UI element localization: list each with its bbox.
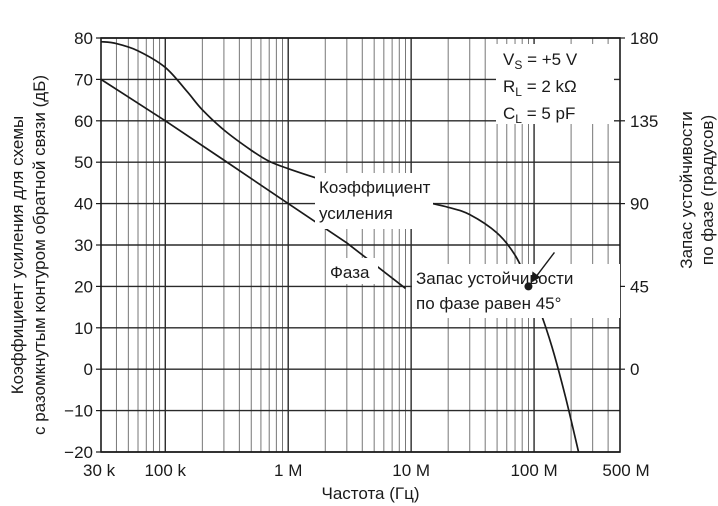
phase-margin-marker [524,251,556,291]
y2-tick-label: 135 [630,112,658,131]
gain-curve-label: Коэффициент [319,178,431,197]
x-tick-label: 1 M [274,461,302,480]
y-tick-label: 30 [74,236,93,255]
x-tick-label: 100 k [144,461,186,480]
y-axis-title-line2: с разомкнутым контуром обратной связи (д… [30,75,49,435]
x-tick-label: 30 k [83,461,116,480]
gain-curve [100,78,407,290]
gain-curve-label-line2: усиления [319,204,393,223]
x-tick-label: 100 M [510,461,557,480]
y-tick-label: 80 [74,29,93,48]
x-tick-label: 10 M [392,461,430,480]
y-tick-label: 10 [74,319,93,338]
y2-tick-label: 0 [630,360,639,379]
y2-tick-label: 90 [630,195,649,214]
y-tick-label: −10 [64,402,93,421]
phase-label-background [326,258,378,284]
y-tick-label: 0 [84,360,93,379]
y2-tick-label: 180 [630,29,658,48]
tick-labels: 80 70 60 50 40 30 20 10 0 −10 −20 180 135 90 45 0 30 k 10… [64,29,658,480]
y2-axis-title-line2: по фазе (градусов) [698,115,717,265]
phase-margin-arrowhead [531,271,541,283]
y-tick-label: 50 [74,153,93,172]
y2-tick-label: 45 [630,277,649,296]
annotations: Коэффициент усиления Фаза Запас устойчив… [315,44,620,318]
phase-margin-label: Запас устойчивости [416,269,573,288]
y-tick-label: −20 [64,443,93,462]
parameters-background [496,44,614,124]
phase-margin-point [524,282,533,291]
x-axis-title: Частота (Гц) [322,484,420,503]
gain-label-background [315,173,433,229]
phase-curve-label: Фаза [330,263,370,282]
y-tick-label: 20 [74,277,93,296]
grid [100,37,621,453]
load-capacitance-param: CL = 5 pF [503,104,575,126]
y-tick-label: 40 [74,195,93,214]
y-tick-label: 60 [74,112,93,131]
supply-voltage-param: VS = +5 V [503,50,578,72]
y2-axis-title: Запас устойчивости [677,111,696,268]
y-axis-title: Коэффициент усиления для схемы [8,116,27,395]
y-tick-label: 70 [74,70,93,89]
margin-label-background [412,264,620,318]
load-resistance-param: RL = 2 kΩ [503,77,577,99]
x-tick-label: 500 M [602,461,649,480]
phase-margin-label-line2: по фазе равен 45° [416,294,561,313]
